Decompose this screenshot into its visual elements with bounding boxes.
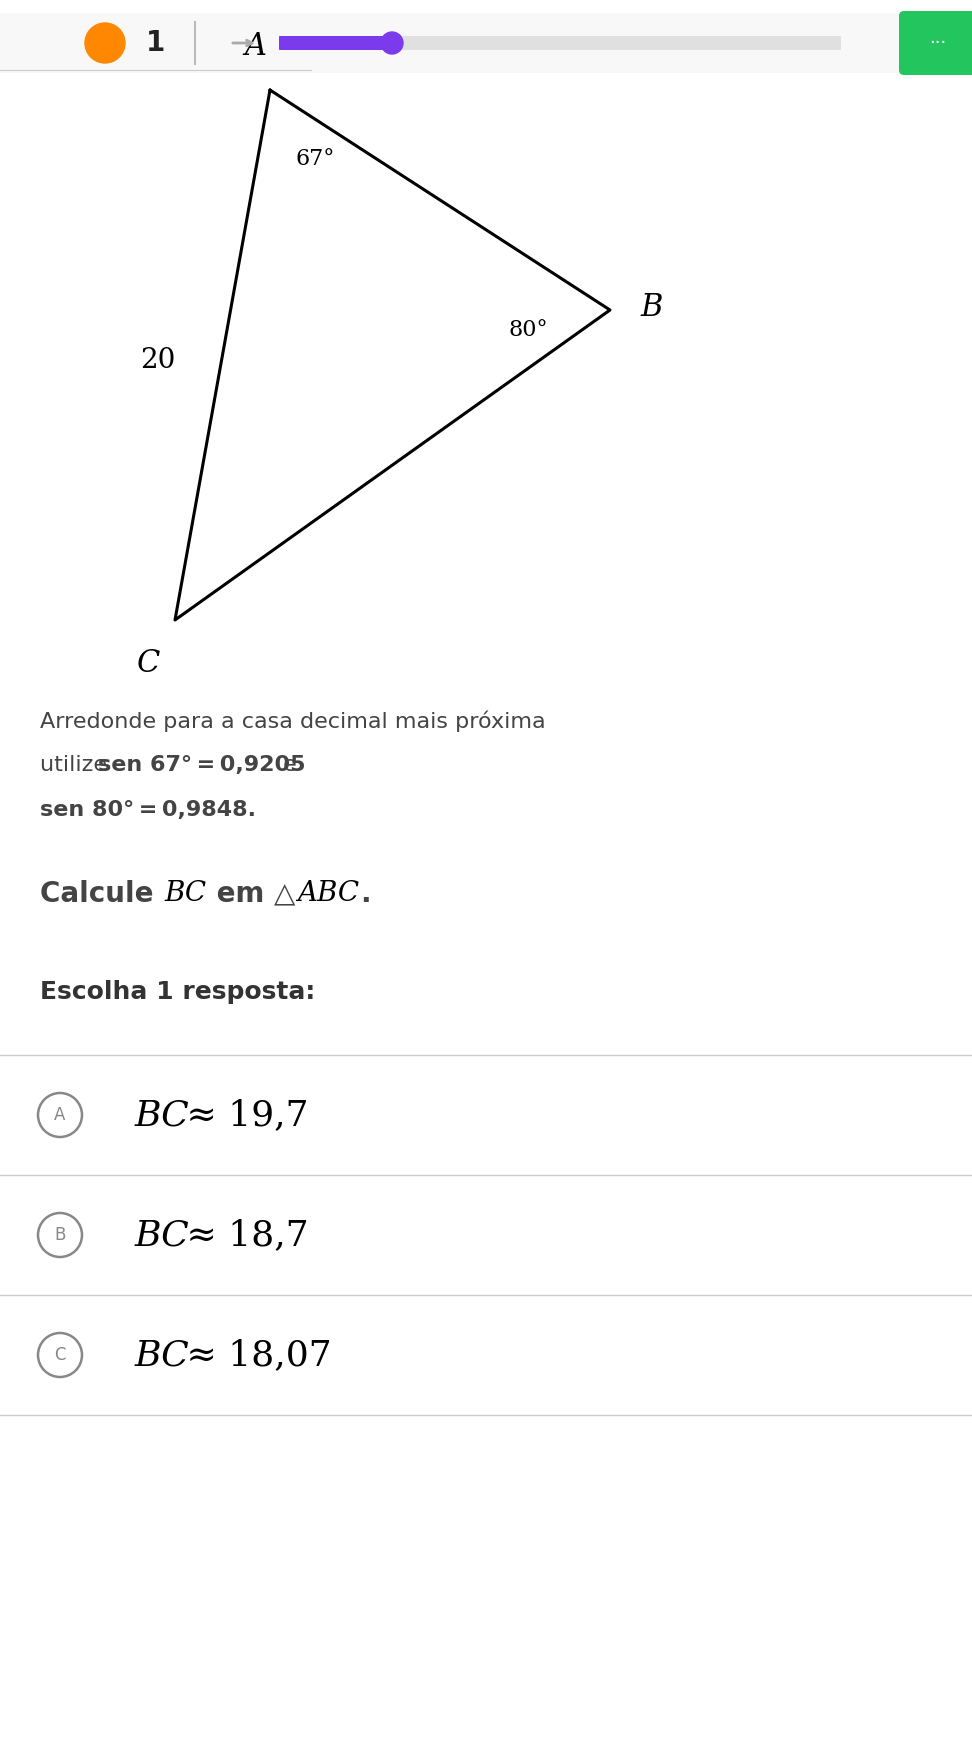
Text: 67°: 67°: [295, 148, 334, 169]
Text: 1: 1: [146, 28, 164, 56]
Text: 20: 20: [140, 347, 175, 374]
Text: sen 80° = 0,9848.: sen 80° = 0,9848.: [40, 800, 256, 820]
Text: BC: BC: [135, 1218, 190, 1252]
Circle shape: [85, 23, 125, 63]
FancyBboxPatch shape: [279, 35, 841, 49]
Text: e: e: [276, 755, 296, 776]
Circle shape: [38, 1333, 82, 1377]
Text: BC: BC: [135, 1098, 190, 1132]
Bar: [0, 12, 972, 72]
Text: A: A: [244, 32, 266, 62]
Text: Calcule: Calcule: [40, 880, 163, 908]
Text: .: .: [360, 880, 370, 908]
Text: ≈ 18,7: ≈ 18,7: [175, 1218, 309, 1252]
Text: ≈ 19,7: ≈ 19,7: [175, 1098, 308, 1132]
Text: Arredonde para a casa decimal mais próxima: Arredonde para a casa decimal mais próxi…: [40, 710, 545, 732]
Circle shape: [38, 1093, 82, 1137]
FancyBboxPatch shape: [899, 11, 972, 76]
Text: ABC: ABC: [296, 880, 359, 906]
Circle shape: [381, 32, 403, 55]
Text: em △: em △: [207, 880, 295, 908]
Text: C: C: [136, 649, 159, 679]
Text: A: A: [54, 1105, 66, 1125]
Text: Escolha 1 resposta:: Escolha 1 resposta:: [40, 980, 315, 1003]
Text: B: B: [54, 1225, 66, 1245]
Text: ···: ···: [929, 33, 947, 51]
Circle shape: [38, 1213, 82, 1257]
Text: BC: BC: [164, 880, 206, 906]
Text: 80°: 80°: [508, 319, 548, 340]
Text: utilize: utilize: [40, 755, 114, 776]
Text: sen 67° = 0,9205: sen 67° = 0,9205: [98, 755, 305, 776]
Text: C: C: [54, 1345, 66, 1365]
Text: BC: BC: [135, 1338, 190, 1372]
Text: B: B: [640, 293, 662, 323]
FancyBboxPatch shape: [279, 35, 393, 49]
Text: ≈ 18,07: ≈ 18,07: [175, 1338, 331, 1372]
